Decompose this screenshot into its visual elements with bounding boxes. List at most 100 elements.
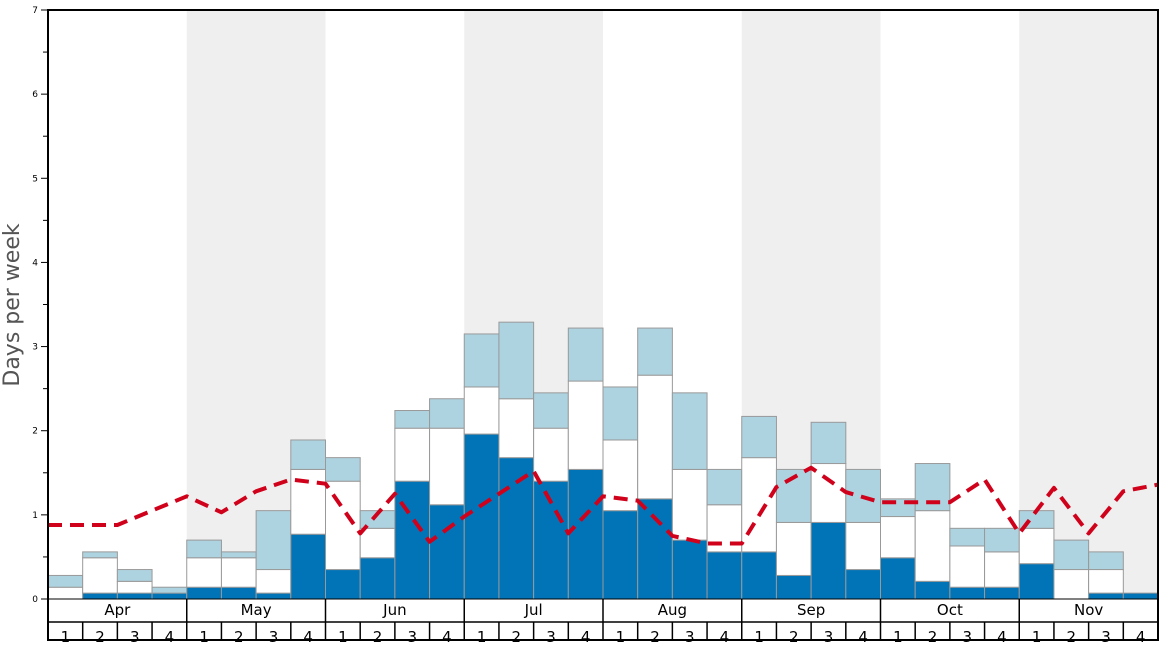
bar-segment xyxy=(1088,592,1124,600)
bar-segment xyxy=(949,586,986,600)
week-label: 4 xyxy=(997,628,1007,646)
bar-segment xyxy=(498,398,535,459)
bar-segment xyxy=(394,410,431,429)
bar-segment xyxy=(567,468,604,600)
y-tick-label: 0 xyxy=(32,595,38,605)
bar-segment xyxy=(880,516,916,559)
bar-segment xyxy=(1018,563,1055,600)
week-label: 3 xyxy=(824,628,834,646)
bar-segment xyxy=(671,468,708,541)
bar-segment xyxy=(255,569,292,594)
bar-segment xyxy=(325,480,361,571)
bar-segment xyxy=(429,398,465,429)
week-label: 1 xyxy=(338,628,348,646)
bar-segment xyxy=(359,527,396,559)
bar-segment xyxy=(741,415,777,459)
bar-segment xyxy=(325,457,361,482)
bar-segment xyxy=(463,386,500,435)
week-label: 3 xyxy=(407,628,417,646)
bar-segment xyxy=(810,421,847,465)
bar-segment xyxy=(255,592,292,600)
month-band-nov xyxy=(1019,10,1158,599)
bar-segment xyxy=(984,527,1020,553)
y-axis-label: Days per week xyxy=(0,223,25,386)
bar-segment xyxy=(741,457,777,553)
bar-segment xyxy=(602,386,639,441)
bar-segment xyxy=(984,551,1020,588)
week-label: 3 xyxy=(130,628,140,646)
bar-segment xyxy=(1122,592,1159,600)
bars xyxy=(47,321,1159,600)
week-label: 2 xyxy=(1067,628,1077,646)
week-label: 1 xyxy=(1032,628,1042,646)
bar-segment xyxy=(47,586,84,600)
bar-segment xyxy=(845,521,881,571)
bar-segment xyxy=(82,551,118,559)
week-label: 4 xyxy=(442,628,452,646)
bar-segment xyxy=(1018,527,1055,565)
week-label: 3 xyxy=(1101,628,1111,646)
bar-segment xyxy=(186,539,222,559)
bar-segment xyxy=(567,327,604,382)
y-tick-label: 3 xyxy=(32,343,38,353)
week-label: 1 xyxy=(477,628,487,646)
y-tick-label: 4 xyxy=(32,258,38,268)
month-band-apr xyxy=(48,10,187,599)
week-label: 1 xyxy=(754,628,764,646)
week-label: 1 xyxy=(616,628,626,646)
bar-segment xyxy=(394,427,431,482)
bar-segment xyxy=(394,480,431,600)
bar-segment xyxy=(949,545,986,588)
week-label: 2 xyxy=(234,628,244,646)
week-label: 2 xyxy=(95,628,105,646)
week-label: 2 xyxy=(650,628,660,646)
week-label: 2 xyxy=(373,628,383,646)
week-label: 2 xyxy=(512,628,522,646)
week-label: 3 xyxy=(962,628,972,646)
bar-segment xyxy=(151,586,188,594)
month-label: Apr xyxy=(104,601,131,619)
bar-segment xyxy=(82,557,118,594)
bar-segment xyxy=(914,510,951,582)
month-label: Jun xyxy=(382,601,406,619)
week-label: 1 xyxy=(61,628,71,646)
bar-segment xyxy=(1053,569,1090,600)
month-label: Jul xyxy=(524,601,543,619)
y-tick-label: 1 xyxy=(32,511,38,521)
week-label: 2 xyxy=(928,628,938,646)
bar-segment xyxy=(498,457,535,600)
week-label: 3 xyxy=(685,628,695,646)
bar-segment xyxy=(47,574,84,588)
bar-segment xyxy=(463,333,500,388)
y-tick-label: 2 xyxy=(32,427,38,437)
week-label: 4 xyxy=(720,628,730,646)
week-label: 4 xyxy=(165,628,175,646)
bar-segment xyxy=(637,498,673,600)
bar-segment xyxy=(845,569,881,600)
week-label: 2 xyxy=(789,628,799,646)
bar-segment xyxy=(463,433,500,600)
bar-segment xyxy=(220,551,257,559)
bar-segment xyxy=(1053,539,1090,571)
bar-segment xyxy=(949,527,986,547)
bar-segment xyxy=(533,392,569,429)
month-label: Aug xyxy=(658,601,687,619)
average-line-path xyxy=(48,465,1159,546)
bar-segment xyxy=(810,463,847,523)
bar-segment xyxy=(290,533,326,600)
week-label: 4 xyxy=(1136,628,1146,646)
bar-segment xyxy=(567,380,604,470)
bar-segment xyxy=(82,592,118,600)
y-tick-label: 6 xyxy=(32,90,38,100)
bar-segment xyxy=(914,580,951,600)
bar-segment xyxy=(775,521,812,576)
bar-segment xyxy=(429,504,465,600)
y-tick-label: 7 xyxy=(32,6,38,16)
week-label: 3 xyxy=(269,628,279,646)
bar-segment xyxy=(880,557,916,600)
bar-segment xyxy=(116,592,153,600)
bar-segment xyxy=(186,586,222,600)
bar-segment xyxy=(359,557,396,600)
bar-segment xyxy=(1088,551,1124,571)
